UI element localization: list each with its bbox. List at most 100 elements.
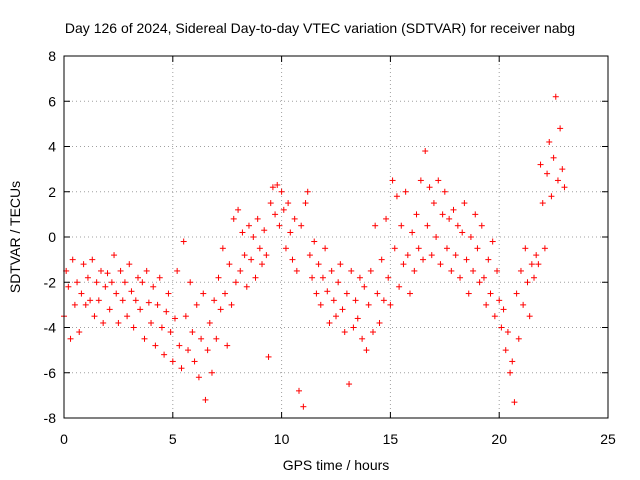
data-point bbox=[494, 267, 501, 274]
y-tick-label: 4 bbox=[48, 139, 56, 155]
data-point bbox=[457, 274, 464, 281]
data-point bbox=[228, 301, 235, 308]
data-point bbox=[130, 324, 137, 331]
data-point bbox=[483, 301, 490, 308]
data-point bbox=[176, 342, 183, 349]
data-point bbox=[134, 274, 141, 281]
x-tick-label: 20 bbox=[491, 431, 507, 447]
data-point bbox=[502, 347, 509, 354]
data-point bbox=[487, 290, 494, 297]
data-point bbox=[65, 283, 72, 290]
data-point bbox=[420, 256, 427, 263]
data-point bbox=[306, 252, 313, 259]
data-point bbox=[198, 335, 205, 342]
data-point bbox=[152, 342, 159, 349]
data-point bbox=[367, 267, 374, 274]
data-point bbox=[296, 387, 303, 394]
data-point bbox=[548, 193, 555, 200]
data-point bbox=[232, 279, 239, 286]
y-tick-label: 6 bbox=[48, 93, 56, 109]
data-point bbox=[91, 313, 98, 320]
data-point bbox=[171, 315, 178, 322]
data-point bbox=[313, 290, 320, 297]
data-point bbox=[448, 267, 455, 274]
data-point bbox=[391, 245, 398, 252]
data-point bbox=[76, 329, 83, 336]
data-point bbox=[435, 177, 442, 184]
y-axis-label: SDTVAR / TECUs bbox=[7, 181, 23, 293]
data-point bbox=[243, 283, 250, 290]
data-point bbox=[454, 222, 461, 229]
data-point bbox=[404, 252, 411, 259]
data-point bbox=[557, 125, 564, 132]
data-point bbox=[87, 297, 94, 304]
data-point bbox=[400, 261, 407, 268]
data-point bbox=[363, 347, 370, 354]
data-point bbox=[385, 274, 392, 281]
data-point bbox=[252, 274, 259, 281]
data-point bbox=[319, 274, 326, 281]
axis-ticks: 0 5 10 15 20 25 -8 -6 -4 -2 0 2 4 6 8 bbox=[44, 48, 616, 447]
data-point bbox=[126, 261, 133, 268]
x-tick-label: 10 bbox=[274, 431, 290, 447]
data-point bbox=[450, 206, 457, 213]
data-point bbox=[539, 200, 546, 207]
data-point bbox=[409, 229, 416, 236]
data-point bbox=[354, 315, 361, 322]
data-point bbox=[282, 245, 289, 252]
data-point bbox=[111, 252, 118, 259]
data-point bbox=[428, 252, 435, 259]
data-point bbox=[517, 267, 524, 274]
data-point bbox=[200, 290, 207, 297]
data-point bbox=[154, 301, 161, 308]
data-point bbox=[326, 319, 333, 326]
data-point bbox=[150, 283, 157, 290]
data-point bbox=[195, 374, 202, 381]
data-point bbox=[239, 229, 246, 236]
data-point bbox=[467, 234, 474, 240]
data-point bbox=[465, 290, 472, 297]
data-point bbox=[485, 256, 492, 263]
data-point bbox=[374, 290, 381, 297]
data-point bbox=[67, 335, 74, 342]
data-point bbox=[222, 290, 229, 297]
data-point bbox=[372, 222, 379, 229]
data-point bbox=[158, 324, 165, 331]
data-point bbox=[348, 267, 355, 274]
data-point bbox=[113, 290, 120, 297]
data-point bbox=[376, 319, 383, 326]
data-point bbox=[559, 166, 566, 173]
data-point bbox=[102, 283, 109, 290]
data-point bbox=[263, 252, 270, 259]
data-point bbox=[424, 222, 431, 229]
data-point bbox=[311, 238, 318, 245]
data-point bbox=[141, 335, 148, 342]
data-point bbox=[378, 256, 385, 263]
x-axis-label: GPS time / hours bbox=[283, 457, 390, 473]
x-tick-label: 5 bbox=[169, 431, 177, 447]
data-point bbox=[237, 267, 244, 274]
data-point bbox=[335, 279, 342, 286]
data-point bbox=[93, 279, 100, 286]
data-point bbox=[383, 215, 390, 222]
data-point bbox=[100, 319, 107, 326]
data-point bbox=[339, 306, 346, 313]
data-point bbox=[478, 222, 485, 229]
data-point bbox=[208, 369, 215, 376]
data-point bbox=[507, 369, 514, 376]
y-tick-label: 2 bbox=[48, 184, 56, 200]
data-point bbox=[480, 274, 487, 281]
data-point bbox=[365, 301, 372, 308]
data-point bbox=[187, 279, 194, 286]
data-point bbox=[71, 301, 78, 308]
y-tick-label: -6 bbox=[44, 365, 57, 381]
data-point bbox=[531, 274, 538, 281]
data-point bbox=[143, 267, 150, 274]
data-point bbox=[185, 347, 192, 354]
data-point bbox=[80, 261, 87, 268]
data-point bbox=[561, 184, 568, 191]
data-point bbox=[191, 358, 198, 365]
data-point bbox=[137, 306, 144, 313]
data-point bbox=[359, 335, 366, 342]
